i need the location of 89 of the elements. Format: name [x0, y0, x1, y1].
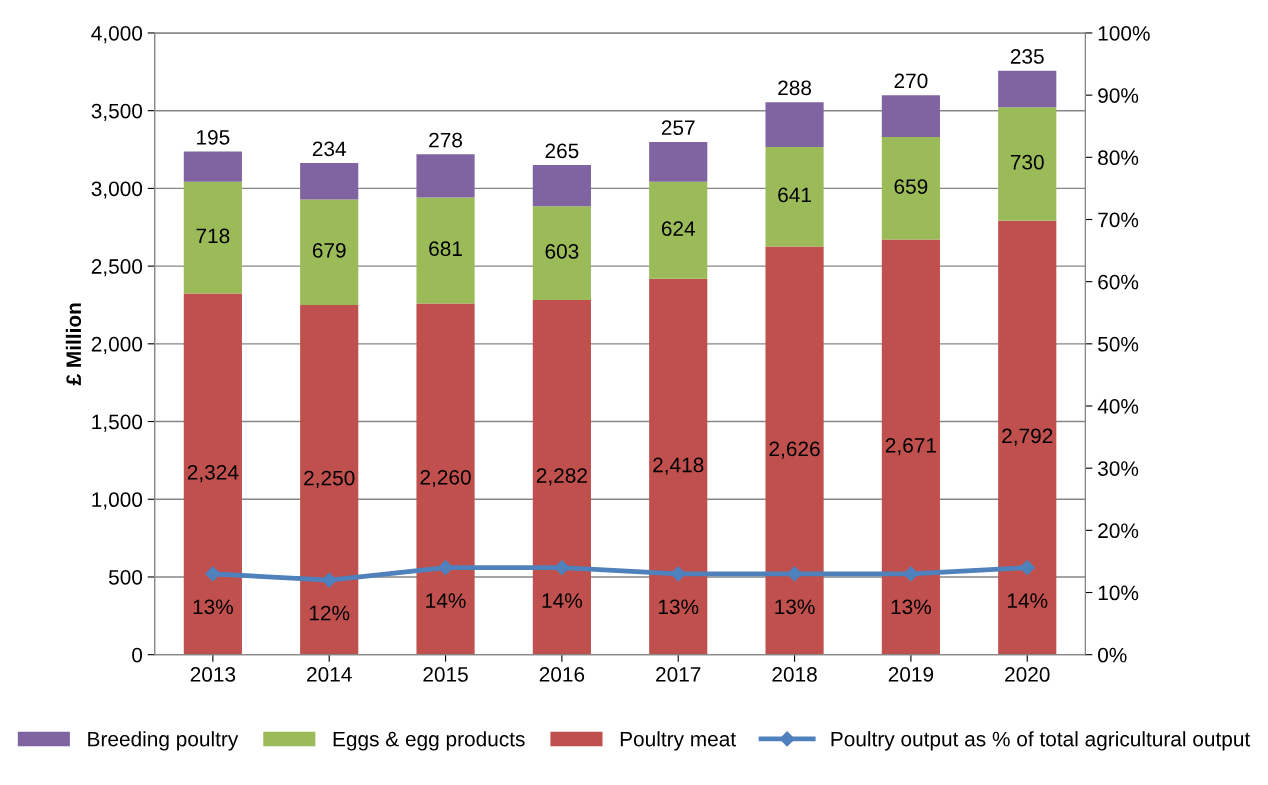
bar	[300, 163, 359, 200]
data-label: 679	[312, 243, 346, 258]
data-label: 13%	[658, 599, 699, 615]
data-label: 234	[312, 141, 346, 157]
bar	[765, 246, 824, 655]
legend-label: Poultry output as % of total agricultural output	[831, 731, 1251, 751]
data-label: 14%	[1007, 593, 1048, 608]
y2-tick-label: 50%	[1098, 336, 1139, 352]
y2-tick-label: 20%	[1098, 523, 1139, 539]
bar	[183, 151, 242, 182]
bar	[532, 165, 591, 207]
y-axis-title: £ Million	[65, 303, 82, 386]
data-label: 2,792	[1002, 428, 1053, 446]
bar	[416, 197, 475, 304]
x-tick-label: 2015	[423, 667, 468, 682]
bar	[998, 220, 1057, 655]
data-label: 2,626	[769, 441, 820, 459]
bar	[881, 137, 940, 240]
y2-tick-label: 10%	[1098, 585, 1139, 601]
data-label: 14%	[542, 593, 582, 608]
data-label: 12%	[309, 605, 350, 621]
data-label: 624	[661, 221, 695, 236]
y-tick-label: 2,000	[91, 336, 143, 355]
x-tick-label: 2018	[772, 667, 817, 682]
x-tick-label: 2016	[539, 667, 585, 682]
data-label: 681	[429, 241, 462, 257]
legend-label: Poultry meat	[620, 731, 736, 751]
data-label: 13%	[891, 599, 932, 615]
data-label: 14%	[426, 593, 466, 608]
data-label: 641	[778, 187, 811, 203]
bar	[649, 278, 708, 655]
bar	[532, 206, 591, 300]
data-label: 603	[545, 243, 579, 259]
bar	[532, 300, 591, 655]
y-tick-label: 4,000	[91, 25, 143, 44]
x-tick-label: 2014	[307, 667, 352, 682]
y2-tick-label: 30%	[1098, 461, 1139, 476]
data-label: 2,671	[885, 437, 936, 456]
y-tick-label: 1,500	[92, 414, 143, 432]
y2-tick-label: 0%	[1098, 647, 1127, 663]
data-label: 2,260	[420, 469, 471, 488]
y-tick-label: 0	[132, 647, 143, 663]
bar	[416, 303, 475, 655]
x-tick-label: 2020	[1005, 667, 1050, 682]
y2-tick-label: 90%	[1098, 88, 1139, 103]
bar	[416, 154, 475, 198]
legend-label: Eggs & egg products	[333, 731, 525, 751]
data-label: 288	[778, 80, 812, 96]
y-tick-label: 1,000	[92, 492, 143, 510]
data-label: 2,418	[653, 457, 704, 475]
y-tick-label: 3,500	[91, 103, 143, 121]
bar	[300, 304, 359, 655]
x-tick-label: 2013	[190, 667, 236, 682]
data-label: 730	[1010, 154, 1044, 170]
x-tick-label: 2017	[656, 667, 701, 682]
legend-label: Breeding poultry	[88, 731, 239, 751]
bar	[649, 181, 708, 279]
bar	[300, 199, 359, 305]
y-tick-label: 500	[108, 569, 143, 585]
y2-tick-label: 80%	[1098, 150, 1139, 166]
bar	[183, 181, 242, 294]
bar	[998, 70, 1057, 108]
data-label: 13%	[775, 599, 815, 615]
data-label: 257	[661, 120, 695, 136]
y2-tick-label: 40%	[1097, 399, 1139, 414]
bar	[649, 141, 708, 182]
data-label: 195	[197, 129, 230, 145]
bar	[765, 146, 824, 247]
data-label: 278	[429, 132, 463, 148]
data-label: 270	[894, 73, 928, 89]
data-label: 2,282	[536, 468, 587, 486]
bar	[881, 239, 940, 655]
bar	[765, 102, 824, 147]
data-label: 13%	[193, 599, 233, 615]
bar	[183, 293, 242, 655]
data-label: 2,250	[304, 470, 355, 488]
data-label: 235	[1010, 49, 1044, 64]
y2-tick-label: 60%	[1098, 274, 1139, 290]
y2-tick-label: 100%	[1098, 25, 1150, 41]
y-tick-label: 3,000	[91, 181, 143, 199]
data-label: 718	[196, 228, 230, 244]
y-tick-label: 2,500	[91, 259, 143, 277]
x-tick-label: 2019	[888, 667, 934, 682]
data-label: 265	[545, 143, 579, 159]
data-label: 659	[894, 179, 928, 194]
bar	[998, 107, 1057, 221]
bar	[881, 95, 940, 138]
y2-tick-label: 70%	[1098, 212, 1139, 228]
data-label: 2,324	[187, 464, 239, 483]
